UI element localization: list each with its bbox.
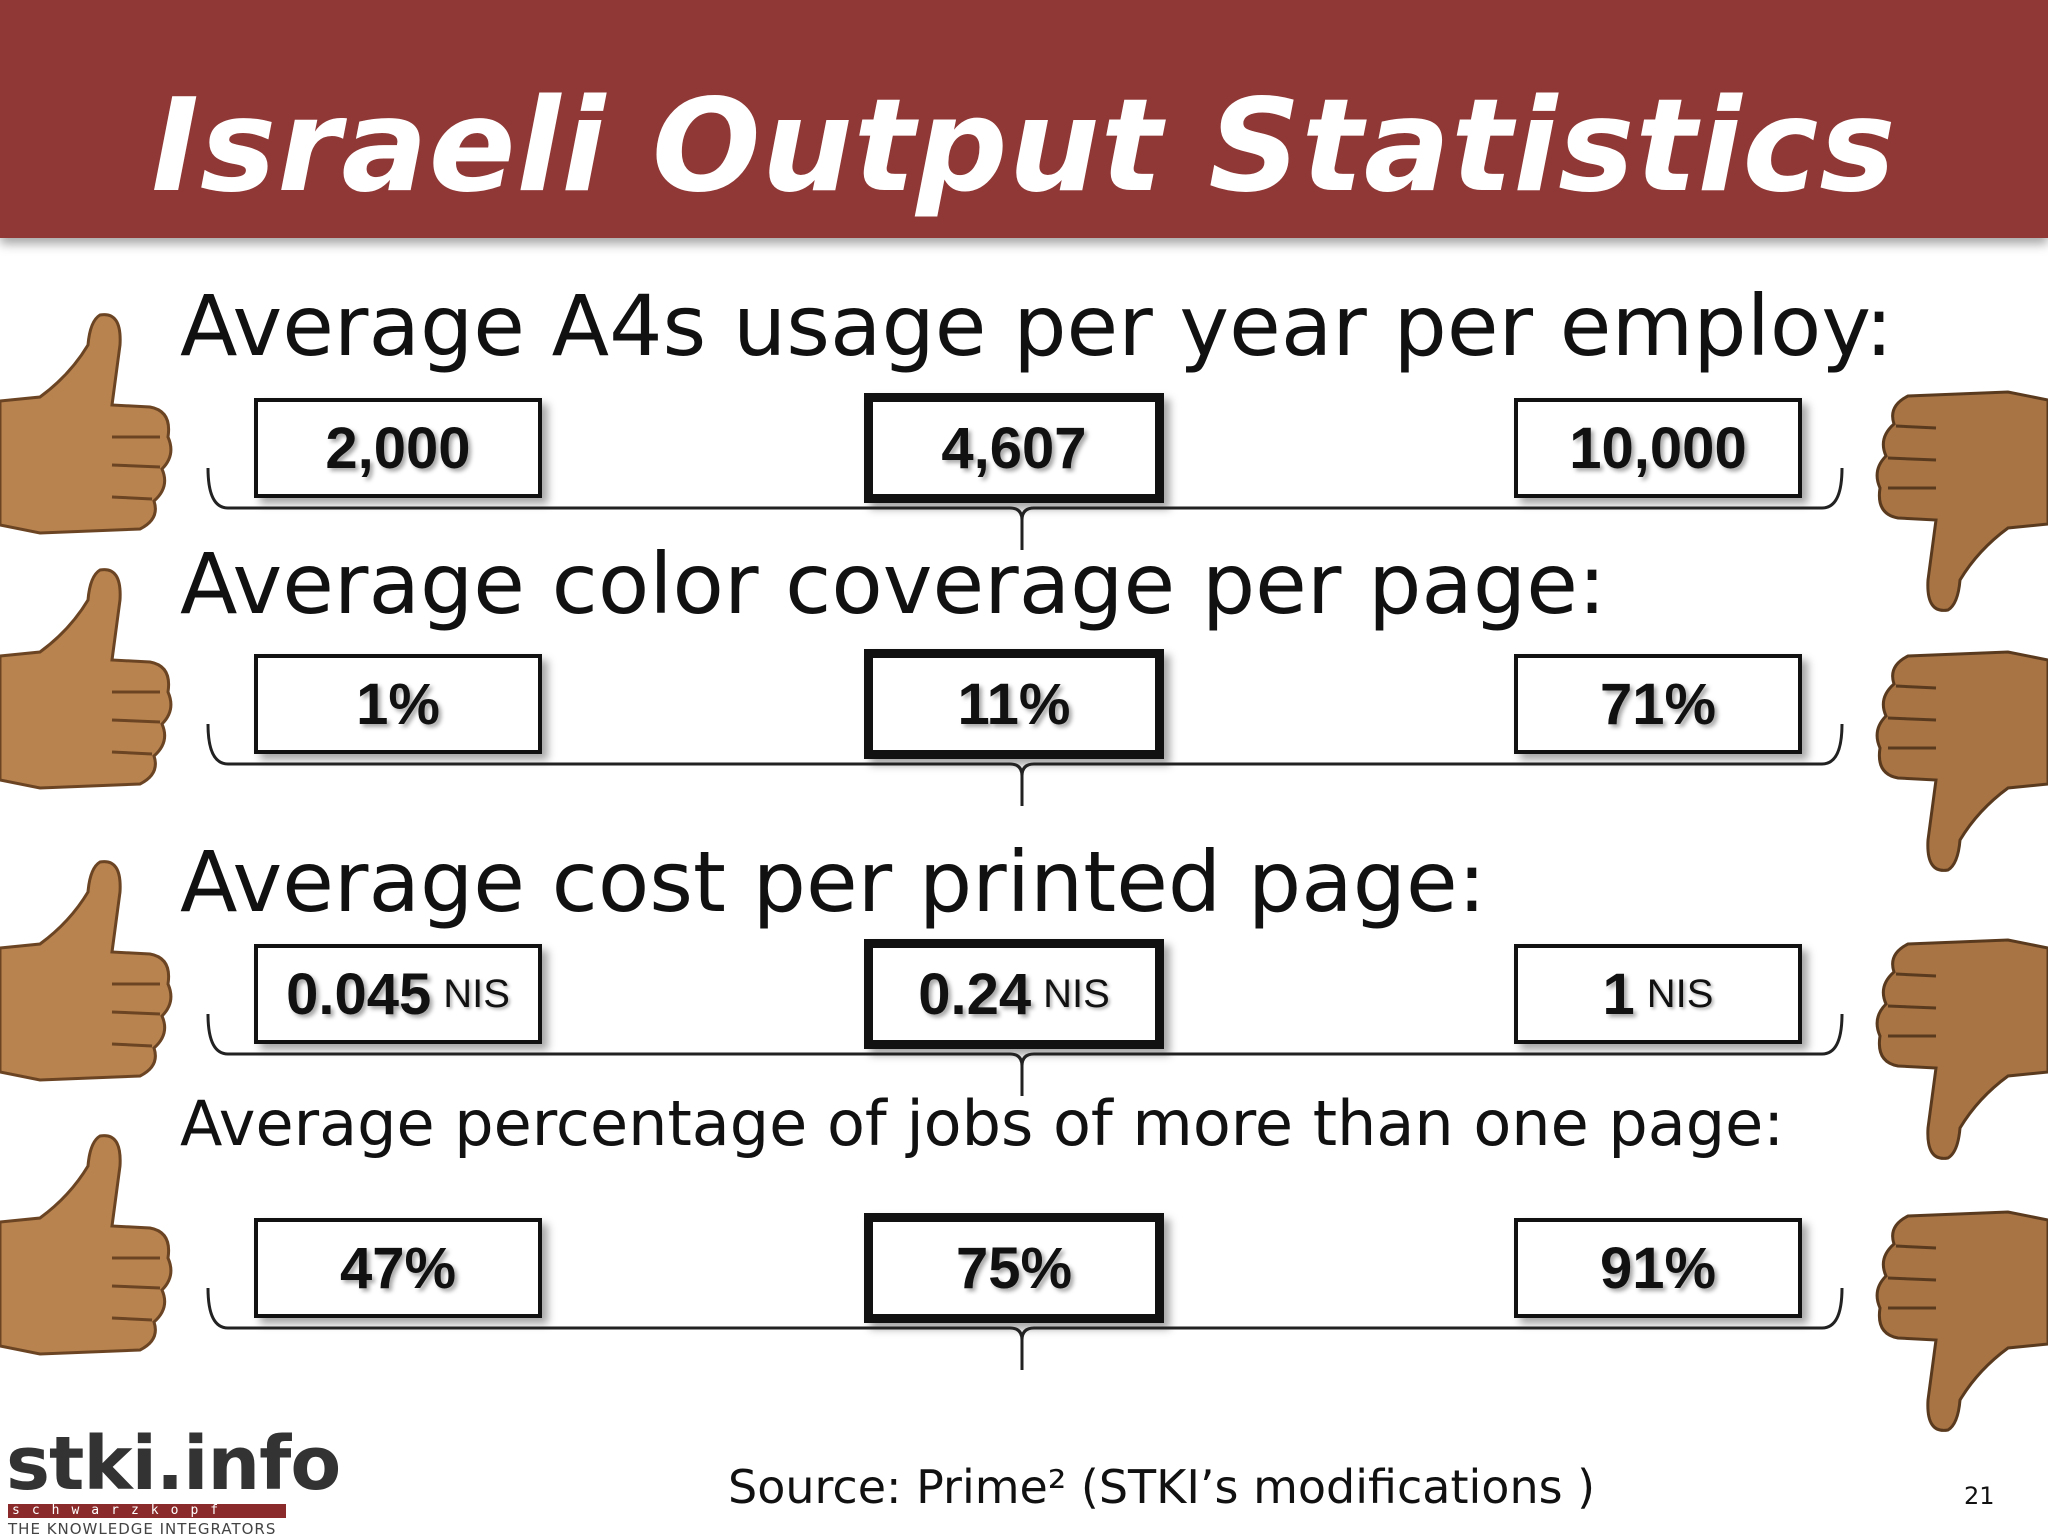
thumbs-down-icon bbox=[1875, 938, 2048, 1160]
thumbs-up-icon bbox=[0, 313, 173, 535]
unit-text: NIS bbox=[443, 971, 510, 1016]
metric-high-color-coverage: 71% bbox=[1514, 654, 1802, 754]
metric-avg-cost-per-page: 0.24 NIS bbox=[864, 939, 1164, 1049]
logo-bar-text: schwarzkopf bbox=[8, 1504, 286, 1518]
value-text: 0.045 bbox=[286, 961, 432, 1027]
metric-low-color-coverage: 1% bbox=[254, 654, 542, 754]
value-text: 0.24 bbox=[918, 961, 1032, 1027]
metric-high-a4-usage: 10,000 bbox=[1514, 398, 1802, 498]
metric-avg-multi-page-jobs: 75% bbox=[864, 1213, 1164, 1323]
value-text: 10,000 bbox=[1569, 415, 1747, 481]
metric-heading-a4-usage: Average A4s usage per year per employ: bbox=[180, 277, 1894, 375]
metric-heading-multi-page-jobs: Average percentage of jobs of more than … bbox=[180, 1087, 1785, 1160]
page-number: 21 bbox=[1964, 1482, 1995, 1510]
thumbs-down-icon bbox=[1875, 650, 2048, 872]
value-text: 1 bbox=[1602, 961, 1635, 1027]
unit-text: NIS bbox=[1646, 971, 1714, 1016]
source-note: Source: Prime² (STKI’s modifications ) bbox=[728, 1460, 1596, 1514]
metric-heading-color-coverage: Average color coverage per page: bbox=[180, 535, 1607, 633]
thumbs-up-icon bbox=[0, 860, 173, 1082]
value-text: 11% bbox=[957, 671, 1071, 737]
range-brace bbox=[206, 1013, 1844, 1096]
metric-heading-cost-per-page: Average cost per printed page: bbox=[180, 833, 1487, 931]
value-text: 91% bbox=[1599, 1235, 1717, 1301]
range-brace bbox=[206, 467, 1844, 550]
metric-high-multi-page-jobs: 91% bbox=[1514, 1218, 1802, 1318]
metric-low-cost-per-page: 0.045 NIS bbox=[254, 944, 542, 1044]
thumbs-up-icon bbox=[0, 1134, 173, 1356]
range-brace bbox=[206, 1287, 1844, 1370]
value-text: 1% bbox=[356, 671, 440, 737]
slide-title: Israeli Output Statistics bbox=[151, 72, 1897, 221]
metric-low-multi-page-jobs: 47% bbox=[254, 1218, 542, 1318]
logo-sub-text: THE KNOWLEDGE INTEGRATORS bbox=[8, 1520, 277, 1538]
unit-text: NIS bbox=[1043, 971, 1110, 1016]
value-text: 4,607 bbox=[941, 415, 1087, 481]
thumbs-down-icon bbox=[1875, 1210, 2048, 1432]
thumbs-up-icon bbox=[0, 568, 173, 790]
value-text: 75% bbox=[955, 1235, 1073, 1301]
metric-low-a4-usage: 2,000 bbox=[254, 398, 542, 498]
metric-avg-a4-usage: 4,607 bbox=[864, 393, 1164, 503]
title-banner bbox=[0, 0, 2048, 238]
value-text: 2,000 bbox=[325, 415, 471, 481]
range-brace bbox=[206, 723, 1844, 806]
metric-avg-color-coverage: 11% bbox=[864, 649, 1164, 759]
thumbs-down-icon bbox=[1875, 390, 2048, 612]
value-text: 47% bbox=[339, 1235, 457, 1301]
logo-main-text: stki.info bbox=[6, 1421, 341, 1507]
metric-high-cost-per-page: 1 NIS bbox=[1514, 944, 1802, 1044]
value-text: 71% bbox=[1599, 671, 1717, 737]
stki-logo: stki.info schwarzkopf THE KNOWLEDGE INTE… bbox=[6, 1424, 341, 1538]
